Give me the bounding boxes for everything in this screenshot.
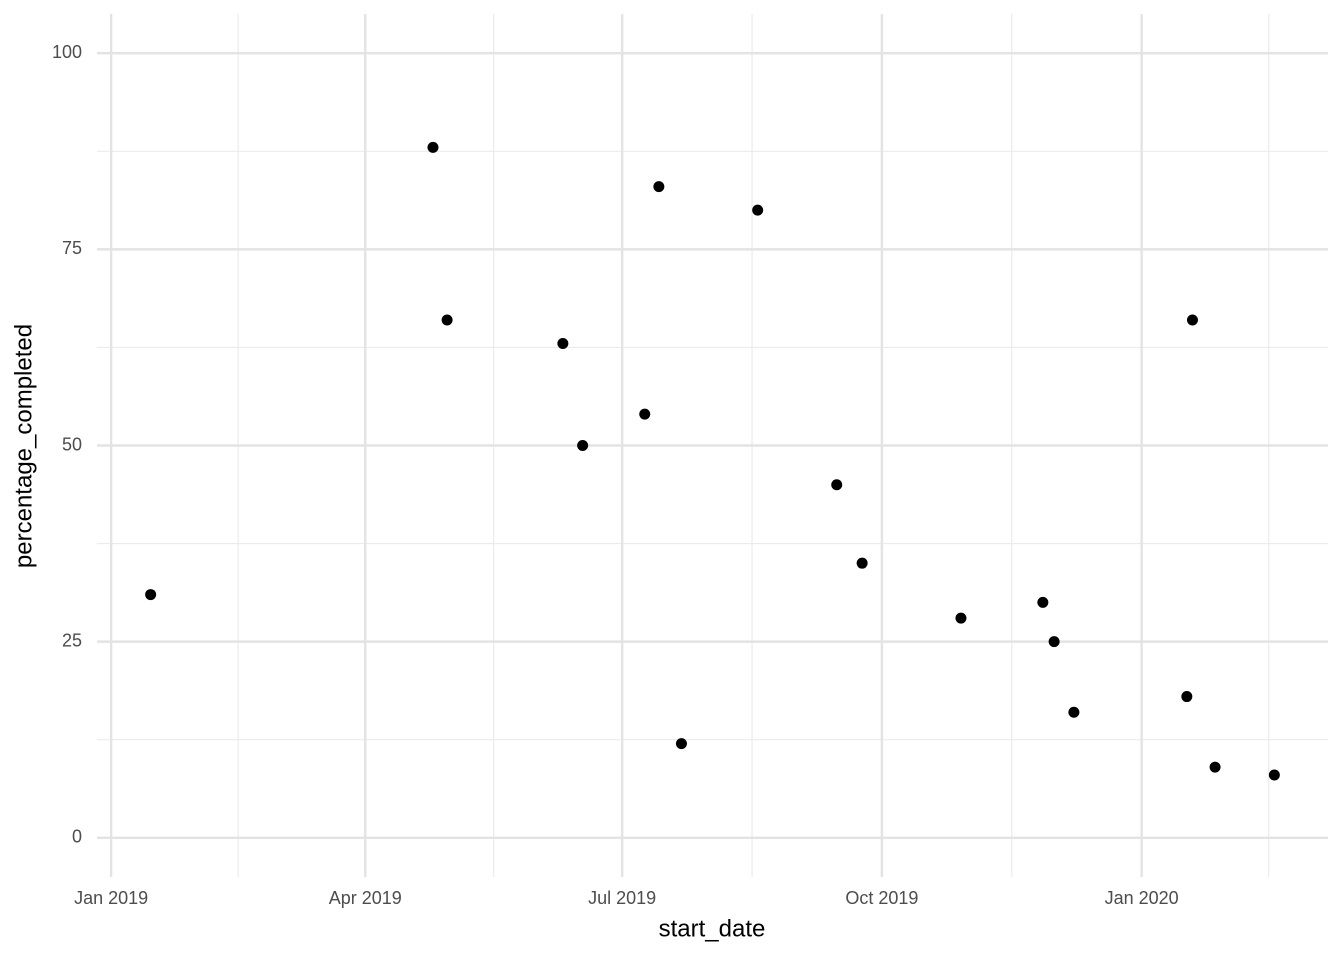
y-tick-label: 25 [62, 630, 82, 650]
point [577, 440, 589, 451]
point [1048, 636, 1060, 648]
x-tick-label: Apr 2019 [329, 888, 402, 908]
y-tick-label: 75 [62, 238, 82, 258]
point [856, 557, 868, 569]
x-tick-label: Jul 2019 [588, 888, 656, 908]
y-tick-label: 0 [72, 827, 82, 847]
y-axis-title: percentage_completed [10, 324, 37, 568]
point [1186, 314, 1198, 326]
point [955, 612, 967, 624]
point [557, 338, 569, 350]
x-axis-title: start_date [659, 915, 766, 942]
point [752, 204, 764, 216]
point [831, 479, 843, 491]
point [145, 589, 157, 601]
point [441, 314, 453, 326]
x-tick-label: Oct 2019 [845, 888, 918, 908]
point [1181, 691, 1193, 703]
point [653, 181, 665, 193]
point [1068, 706, 1080, 718]
point [1209, 761, 1221, 773]
y-tick-label: 50 [62, 434, 82, 454]
point [675, 738, 687, 750]
point [1268, 769, 1280, 781]
marks [145, 141, 1280, 781]
x-tick-label: Jan 2019 [74, 888, 148, 908]
y-tick-label: 100 [52, 42, 82, 62]
grid [97, 14, 1328, 877]
point [427, 141, 439, 153]
point [639, 408, 651, 420]
x-tick-label: Jan 2020 [1105, 888, 1179, 908]
point [1037, 596, 1049, 608]
